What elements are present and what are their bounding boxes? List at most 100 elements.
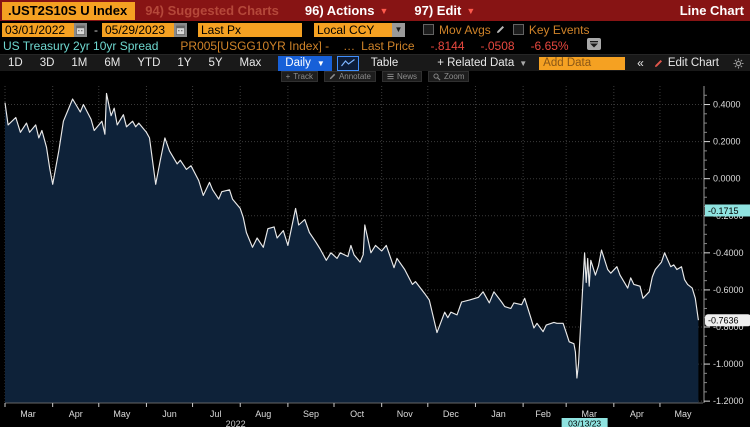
- edit-mov-avgs-pencil-icon[interactable]: [496, 21, 505, 39]
- edit-label: 97) Edit: [414, 3, 462, 18]
- caret-down-icon: ▼: [466, 5, 476, 16]
- zoom-button[interactable]: Zoom: [427, 71, 470, 82]
- currency-selector[interactable]: Local CCY: [314, 22, 392, 37]
- range-button-1d[interactable]: 1D: [8, 57, 23, 69]
- tracked-value-badge: [705, 204, 750, 217]
- x-tick-label: Nov: [397, 409, 414, 419]
- y-tick-label: -0.8000: [713, 322, 744, 332]
- last-price-value: -.8144: [430, 39, 465, 53]
- pencil-icon: [654, 59, 662, 67]
- x-tick-label: Jul: [210, 409, 222, 419]
- series-line: [4, 92, 699, 379]
- start-date-field[interactable]: 03/01/2022: [2, 22, 74, 37]
- tracked-date-badge: [561, 418, 608, 427]
- actions-label: 96) Actions: [304, 3, 375, 18]
- chart-canvas[interactable]: 0.40000.20000.0000-0.2000-0.4000-0.6000-…: [0, 82, 750, 427]
- end-date-field[interactable]: 05/29/2023: [102, 22, 174, 37]
- pct-change-value: -6.65%: [530, 39, 569, 53]
- x-tick-label: Jun: [162, 409, 177, 419]
- settings-gear-icon[interactable]: [733, 58, 744, 69]
- currency-dropdown-icon[interactable]: ▼: [392, 22, 405, 37]
- add-data-input[interactable]: Add Data: [539, 56, 626, 70]
- range-button-1m[interactable]: 1M: [71, 57, 88, 69]
- table-button[interactable]: Table: [370, 57, 399, 69]
- chart-tools-strip: + Track Annotate News Zoom: [0, 71, 750, 82]
- range-button-5y[interactable]: 5Y: [208, 57, 223, 69]
- last-value-badge: [705, 314, 750, 327]
- line-chart-icon: [340, 59, 355, 67]
- year-label: 2022: [226, 419, 246, 427]
- x-tick-label: Sep: [303, 409, 319, 419]
- calendar-icon[interactable]: [74, 22, 87, 37]
- y-tick-label: -1.0000: [713, 359, 744, 369]
- x-tick-label: Apr: [630, 409, 644, 419]
- news-icon: [387, 73, 394, 80]
- tracked-date-label: 03/13/23: [568, 419, 601, 427]
- x-tick-label: Mar: [20, 409, 36, 419]
- x-tick-label: Jan: [491, 409, 506, 419]
- x-tick-label: Feb: [535, 409, 551, 419]
- range-button-1y[interactable]: 1Y: [177, 57, 192, 69]
- chart-area[interactable]: 0.40000.20000.0000-0.2000-0.4000-0.6000-…: [0, 82, 750, 427]
- net-change-value: -.0508: [480, 39, 515, 53]
- range-button-3d[interactable]: 3D: [39, 57, 55, 69]
- x-tick-label: Dec: [443, 409, 460, 419]
- edit-chart-button[interactable]: Edit Chart: [654, 57, 719, 69]
- edit-chart-label: Edit Chart: [667, 57, 719, 69]
- mov-avgs-checkbox[interactable]: [423, 24, 434, 35]
- range-button-max[interactable]: Max: [239, 57, 262, 69]
- x-tick-label: Mar: [581, 409, 597, 419]
- collapse-panel-button[interactable]: «: [637, 56, 644, 70]
- key-events-checkbox[interactable]: [512, 24, 524, 35]
- legend-bar: US Treasury 2yr 10yr Spread PR005[USGG10…: [0, 38, 750, 54]
- magnifier-icon: [433, 72, 441, 80]
- annotate-button[interactable]: Annotate: [323, 71, 376, 82]
- plus-icon: +: [285, 72, 291, 81]
- x-tick-label: May: [113, 409, 131, 419]
- query-controls-bar: 03/01/2022 - 05/29/2023 Last Px Local CC…: [0, 21, 750, 38]
- line-chart-mode-button[interactable]: [336, 55, 359, 71]
- calendar-icon[interactable]: [174, 22, 187, 37]
- range-button-ytd[interactable]: YTD: [137, 57, 161, 69]
- news-button[interactable]: News: [381, 71, 422, 82]
- title-bar: .UST2S10S U Index 94) Suggested Charts 9…: [0, 0, 750, 21]
- related-data-button[interactable]: + Related Data ▼: [437, 57, 527, 69]
- tracked-value-label: -0.1715: [708, 206, 739, 216]
- related-data-label: + Related Data: [437, 57, 515, 69]
- y-tick-label: 0.4000: [713, 100, 741, 110]
- price-field-selector[interactable]: Last Px: [198, 22, 302, 37]
- chart-type-label: Line Chart: [679, 3, 744, 18]
- actions-menu-button[interactable]: 96) Actions ▼: [305, 3, 389, 18]
- annotate-pencil-icon: [329, 73, 336, 80]
- suggested-charts-button[interactable]: 94) Suggested Charts: [145, 3, 279, 18]
- spread-formula-label: PR005[USGG10YR Index] -: [180, 39, 330, 53]
- caret-down-icon: ▼: [379, 5, 389, 16]
- y-tick-label: 0.0000: [713, 174, 741, 184]
- track-label: Track: [293, 72, 313, 81]
- x-tick-label: May: [675, 409, 693, 419]
- x-tick-label: Aug: [255, 409, 271, 419]
- last-price-label: Last Price: [361, 39, 415, 53]
- news-label: News: [396, 72, 417, 81]
- annotate-label: Annotate: [338, 72, 371, 81]
- track-button[interactable]: + Track: [280, 71, 318, 82]
- x-tick-label: Oct: [350, 409, 365, 419]
- edit-menu-button[interactable]: 97) Edit ▼: [414, 3, 475, 18]
- zoom-label: Zoom: [443, 72, 465, 81]
- y-tick-label: -1.2000: [713, 396, 744, 406]
- x-tick-label: Apr: [69, 409, 83, 419]
- security-ticker-tag[interactable]: .UST2S10S U Index: [2, 1, 136, 20]
- y-tick-label: 0.2000: [713, 137, 741, 147]
- caret-down-icon: ▼: [316, 58, 325, 68]
- chart-toolbar: 1D 3D 1M 6M YTD 1Y 5Y Max Daily ▼ Table …: [0, 54, 750, 71]
- security-name-label: US Treasury 2yr 10yr Spread: [3, 39, 159, 53]
- caret-down-icon: ▼: [519, 58, 528, 68]
- formula-ellipsis: …: [343, 39, 356, 53]
- frequency-value: Daily: [285, 56, 311, 69]
- frequency-selector[interactable]: Daily ▼: [278, 55, 332, 71]
- last-value-label: -0.7636: [708, 316, 739, 326]
- y-tick-label: -0.6000: [713, 285, 744, 295]
- legend-dropdown-icon[interactable]: [586, 37, 601, 55]
- range-button-6m[interactable]: 6M: [104, 57, 121, 69]
